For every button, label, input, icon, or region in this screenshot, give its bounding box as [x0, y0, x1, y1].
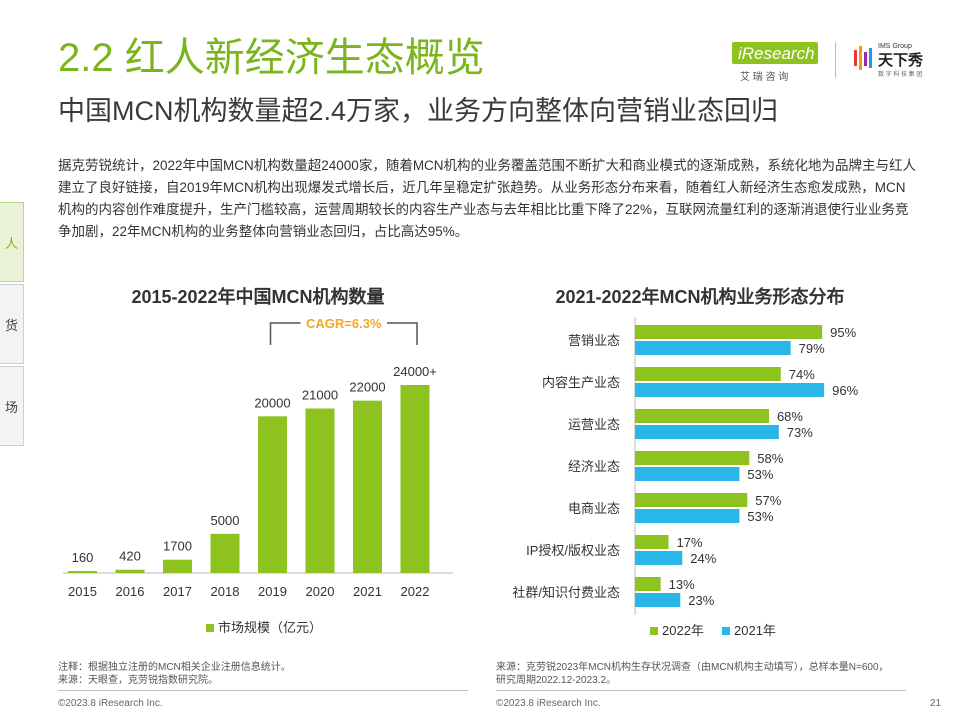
- right-chart-title: 2021-2022年MCN机构业务形态分布: [555, 287, 845, 307]
- side-tab-goods[interactable]: 货: [0, 284, 24, 364]
- value-label-2022年-0: 95%: [830, 325, 856, 340]
- bar-2022年-2: [635, 409, 769, 423]
- value-label-2022年-5: 17%: [676, 535, 702, 550]
- page-subtitle: 中国MCN机构数量超2.4万家，业务方向整体向营销业态回归: [58, 96, 779, 126]
- mcn-count-chart: 160 2015 420 2016 1700 2017 5000 2018 20000 2019 2…: [63, 316, 453, 635]
- cagr-bracket-right: [387, 322, 418, 345]
- side-tab-venue[interactable]: 场: [0, 366, 24, 446]
- ims-group-text: IMS Group: [878, 43, 912, 50]
- bar-label-2016: 420: [119, 549, 141, 564]
- bar-label-2018: 5000: [211, 513, 240, 528]
- x-tick-2020: 2020: [306, 584, 335, 599]
- ims-sub-text: 数 字 科 技 集 团: [878, 70, 922, 78]
- ims-name-text: 天下秀: [878, 51, 924, 69]
- category-label-0: 营销业态: [568, 333, 620, 348]
- bar-2018: [210, 533, 240, 573]
- left-legend-label: 市场规模（亿元）: [218, 620, 322, 635]
- cagr-label: CAGR=6.3%: [306, 316, 382, 331]
- value-label-2021年-3: 53%: [747, 467, 773, 482]
- business-form-chart: 营销业态95%79%内容生产业态74%96%运营业态68%73%经济业态58%5…: [512, 317, 859, 638]
- category-label-5: IP授权/版权业态: [526, 543, 620, 558]
- bar-2021年-3: [635, 467, 740, 481]
- value-label-2021年-2: 73%: [787, 425, 813, 440]
- bar-2021年-1: [635, 383, 825, 397]
- bar-label-2015: 160: [72, 550, 94, 565]
- category-label-2: 运营业态: [568, 417, 620, 432]
- bar-2017: [163, 559, 192, 573]
- page-title: 2.2 红人新经济生态概览: [58, 36, 485, 80]
- category-label-6: 社群/知识付费业态: [512, 585, 620, 600]
- bar-2022年-4: [635, 493, 748, 507]
- value-label-2022年-1: 74%: [789, 367, 815, 382]
- category-label-3: 经济业态: [568, 459, 620, 474]
- x-tick-2021: 2021: [353, 584, 382, 599]
- page-number: 21: [930, 698, 942, 709]
- bar-2021年-0: [635, 341, 791, 355]
- value-label-2022年-6: 13%: [669, 577, 695, 592]
- bar-2021年-2: [635, 425, 779, 439]
- bar-label-2019: 20000: [254, 395, 290, 410]
- category-label-1: 内容生产业态: [542, 375, 620, 390]
- bar-label-2022: 24000+: [393, 364, 437, 379]
- value-label-2021年-1: 96%: [832, 383, 858, 398]
- ims-logo: IMS Group 天下秀 数 字 科 技 集 团: [852, 38, 942, 86]
- bar-2022年-3: [635, 451, 750, 465]
- bar-2021年-4: [635, 509, 740, 523]
- value-label-2021年-0: 79%: [799, 341, 825, 356]
- bar-label-2021: 22000: [349, 380, 385, 395]
- footer-divider-right: [496, 690, 906, 691]
- value-label-2022年-3: 58%: [757, 451, 783, 466]
- right-legend-label-0: 2022年: [662, 623, 704, 638]
- left-note: 注释：根据独立注册的MCN相关企业注册信息统计。 来源：天眼查，克劳锐指数研究院…: [58, 662, 291, 686]
- value-label-2021年-4: 53%: [747, 509, 773, 524]
- bar-2022: [400, 385, 430, 573]
- footer-copyright-right: ©2023.8 iResearch Inc.: [496, 698, 601, 709]
- bar-2016: [115, 569, 145, 573]
- value-label-2022年-2: 68%: [777, 409, 803, 424]
- x-tick-2017: 2017: [163, 584, 192, 599]
- body-paragraph: 据克劳锐统计，2022年中国MCN机构数量超24000家，随着MCN机构的业务覆…: [58, 158, 917, 239]
- logo-divider: [835, 42, 836, 78]
- bar-2019: [258, 416, 287, 573]
- iresearch-logo-sub: 艾 瑞 咨 询: [740, 70, 788, 83]
- right-note: 来源：克劳锐2023年MCN机构生存状况调查（由MCN机构主动填写），总样本量N…: [496, 662, 889, 686]
- bar-2020: [305, 408, 335, 573]
- bar-label-2020: 21000: [302, 388, 338, 403]
- footer-divider-left: [58, 690, 468, 691]
- iresearch-logo-text: iResearch: [738, 44, 815, 63]
- left-legend-swatch: [206, 624, 214, 632]
- side-tab-nav: 人 货 场: [0, 202, 24, 448]
- bar-2021: [353, 400, 382, 573]
- iresearch-logo: iResearch 艾 瑞 咨 询: [732, 38, 822, 86]
- right-legend-swatch-1: [722, 627, 730, 635]
- x-tick-2022: 2022: [401, 584, 430, 599]
- x-tick-2015: 2015: [68, 584, 97, 599]
- x-tick-2018: 2018: [211, 584, 240, 599]
- left-chart-title: 2015-2022年中国MCN机构数量: [131, 287, 385, 307]
- bar-2021年-6: [635, 593, 681, 607]
- bar-2022年-1: [635, 367, 781, 381]
- bar-2022年-5: [635, 535, 669, 549]
- cagr-bracket-left: [269, 322, 301, 345]
- footer-copyright-left: ©2023.8 iResearch Inc.: [58, 698, 163, 709]
- bar-2015: [68, 571, 97, 573]
- x-tick-2016: 2016: [116, 584, 145, 599]
- value-label-2021年-6: 23%: [688, 593, 714, 608]
- x-tick-2019: 2019: [258, 584, 287, 599]
- bar-label-2017: 1700: [163, 539, 192, 554]
- value-label-2022年-4: 57%: [755, 493, 781, 508]
- right-legend-label-1: 2021年: [734, 623, 776, 638]
- category-label-4: 电商业态: [568, 501, 620, 516]
- value-label-2021年-5: 24%: [690, 551, 716, 566]
- side-tab-people[interactable]: 人: [0, 202, 24, 282]
- bar-2021年-5: [635, 551, 683, 565]
- bar-2022年-6: [635, 577, 661, 591]
- bar-2022年-0: [635, 325, 823, 339]
- right-legend-swatch-0: [650, 627, 658, 635]
